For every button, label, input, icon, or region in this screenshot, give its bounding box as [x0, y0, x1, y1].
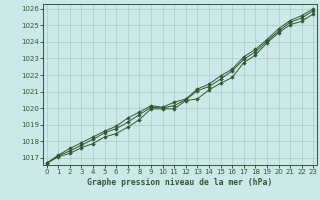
X-axis label: Graphe pression niveau de la mer (hPa): Graphe pression niveau de la mer (hPa) — [87, 178, 273, 187]
